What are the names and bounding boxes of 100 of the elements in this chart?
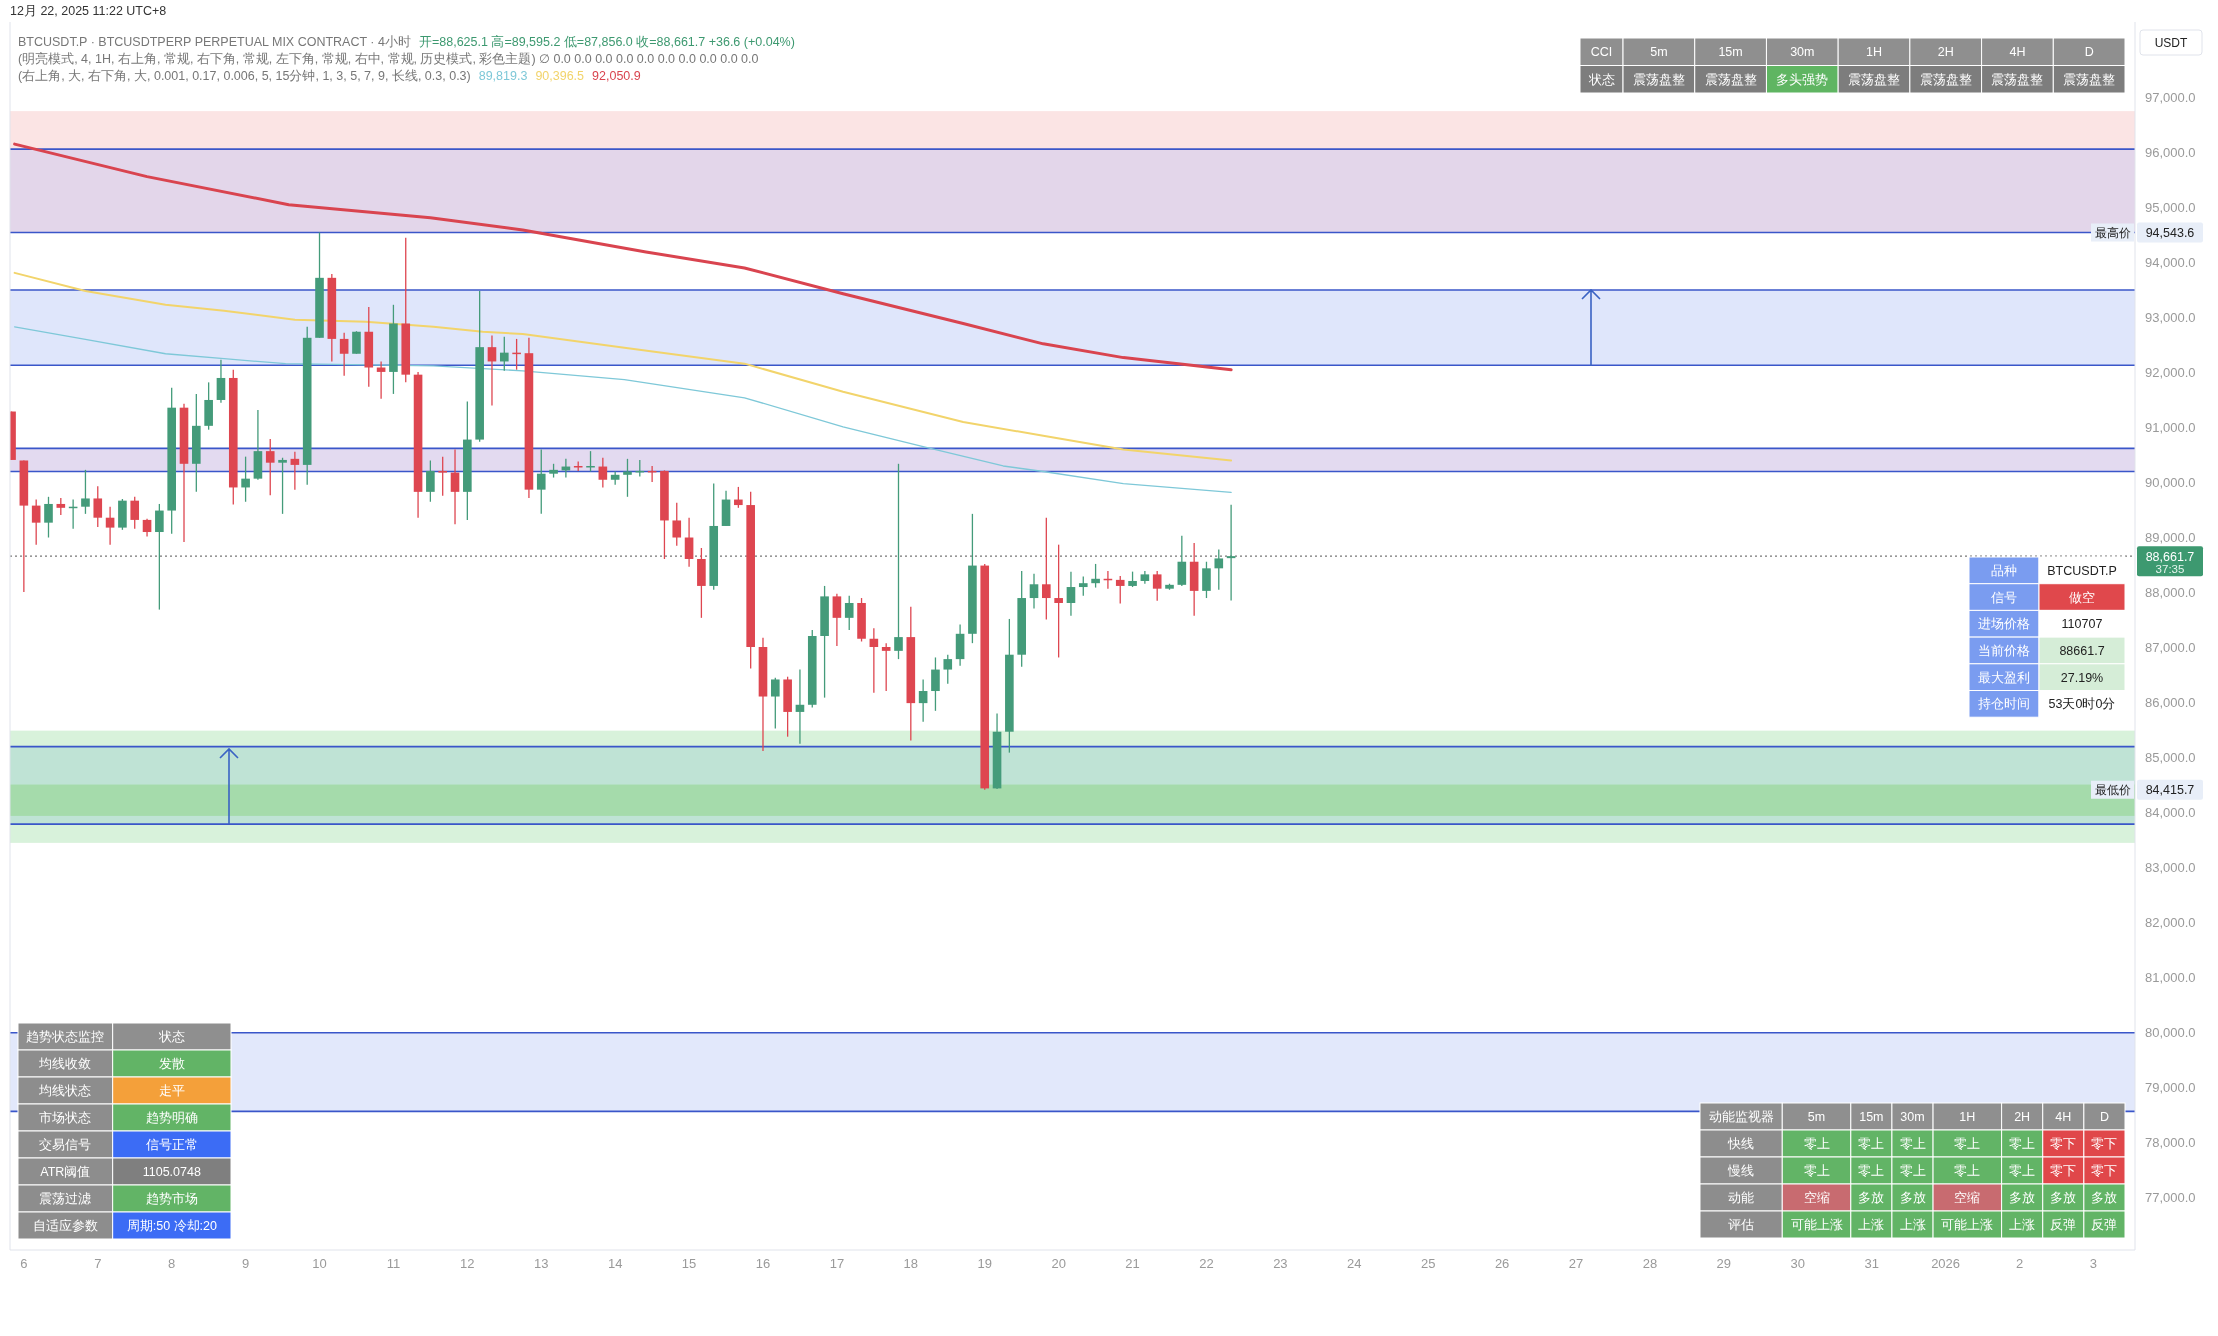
- x-tick-label: 8: [168, 1256, 176, 1271]
- x-tick-label: 27: [1568, 1256, 1584, 1271]
- x-tick-label: 19: [977, 1256, 992, 1271]
- candlestick: [881, 642, 891, 692]
- category-label: 评估: [1728, 1218, 1755, 1232]
- category-label: 快线: [1728, 1137, 1755, 1151]
- text: 趋势市场: [145, 1192, 198, 1206]
- category-label: 4H: [2009, 45, 2026, 60]
- y-tick-label: 94,543.6: [2145, 226, 2195, 241]
- y-tick-label: 88,000.0: [2145, 585, 2196, 601]
- candlestick: [598, 457, 608, 489]
- text: 做空: [2069, 590, 2095, 605]
- category-label: 信号: [1991, 590, 2017, 605]
- y-tick-label: 92,000.0: [2145, 364, 2196, 380]
- line-series: [13, 326, 1232, 494]
- y-tick-label: 97,000.0: [2145, 89, 2196, 105]
- candlestick: [672, 502, 682, 547]
- text: 53天0时0分: [2048, 697, 2116, 712]
- text: 反弹: [2091, 1218, 2118, 1232]
- category-label: 30m: [1900, 1110, 1925, 1124]
- category-label: 慢线: [1728, 1164, 1755, 1178]
- x-tick-label: 11: [386, 1256, 401, 1271]
- text: 发散: [158, 1057, 185, 1071]
- text: 零上: [1899, 1137, 1926, 1151]
- x-tick-label: 28: [1642, 1256, 1658, 1271]
- x-tick-label: 18: [903, 1256, 919, 1271]
- y-tick-label: 84,000.0: [2145, 805, 2196, 821]
- x-tick-label: 2: [2015, 1256, 2024, 1271]
- category-label: 2H: [1937, 45, 1954, 60]
- candlestick: [216, 359, 226, 404]
- x-tick-label: 2026: [1931, 1256, 1961, 1271]
- text: 37:35: [2155, 563, 2185, 576]
- candlestick: [1066, 570, 1076, 617]
- text: 多头强势: [1776, 72, 1829, 87]
- category-label: 动能: [1728, 1191, 1755, 1205]
- category-label: ATR阈值: [40, 1165, 91, 1179]
- text: 可能上涨: [1790, 1218, 1843, 1232]
- text: 可能上涨: [1941, 1218, 1994, 1232]
- text: 空缩: [1803, 1191, 1830, 1205]
- category-label: 当前价格: [1978, 643, 2030, 658]
- category-label: CCI: [1590, 45, 1613, 60]
- text: 震荡盘整: [1848, 72, 1901, 87]
- line-series: [13, 142, 1233, 372]
- candlestick: [241, 455, 250, 503]
- category-label: 震荡过滤: [39, 1192, 92, 1206]
- text: 震荡盘整: [1991, 72, 2044, 87]
- x-tick-label: 24: [1347, 1256, 1362, 1271]
- category-label: 市场状态: [39, 1111, 92, 1125]
- y-tick-label: 90,000.0: [2145, 475, 2196, 490]
- category-label: 自适应参数: [32, 1219, 98, 1233]
- category-label: 1H: [1866, 45, 1883, 60]
- text: 零上: [1803, 1137, 1830, 1151]
- category-label: 状态: [1588, 72, 1615, 87]
- text: 震荡盘整: [1704, 72, 1757, 87]
- candlestick: [81, 469, 90, 515]
- y-tick-label: 84,415.7: [2145, 783, 2195, 798]
- y-tick-label: 88,661.7: [2145, 549, 2195, 564]
- candlestick: [844, 595, 854, 631]
- text: 零上: [1954, 1164, 1981, 1178]
- text: 零上: [1954, 1137, 1981, 1151]
- candlestick: [1152, 570, 1162, 602]
- candlestick: [1078, 575, 1088, 597]
- category-label: 15m: [1859, 1110, 1884, 1124]
- category-label: 趋势状态监控: [26, 1030, 105, 1044]
- text: 周期:50 冷却:20: [126, 1219, 217, 1233]
- candlestick: [771, 677, 780, 730]
- text: 多放: [1899, 1191, 1926, 1205]
- x-tick-label: 14: [607, 1256, 623, 1271]
- category-label: 5m: [1650, 45, 1668, 60]
- candlestick: [734, 486, 743, 509]
- text: 110707: [2061, 617, 2103, 632]
- text: 多放: [2009, 1191, 2036, 1205]
- annotation: 89,819.3: [478, 69, 528, 83]
- x-tick-label: 17: [829, 1256, 845, 1271]
- category-label: D: [2099, 1110, 2109, 1124]
- candlestick: [623, 458, 632, 498]
- annotation: 最低价: [2095, 783, 2131, 798]
- candlestick: [450, 448, 460, 525]
- text: 零下: [2050, 1164, 2077, 1178]
- candlestick: [1226, 504, 1236, 602]
- x-tick-label: 26: [1494, 1256, 1510, 1271]
- text: 震荡盘整: [1632, 72, 1685, 87]
- text: 零上: [1803, 1164, 1830, 1178]
- text: BTCUSDT.P: [2047, 563, 2117, 578]
- y-tick-label: 78,000.0: [2145, 1135, 2196, 1151]
- x-tick-label: 10: [312, 1256, 327, 1271]
- candlestick: [1029, 573, 1039, 610]
- y-tick-label: 79,000.0: [2145, 1080, 2196, 1096]
- annotation: 开=88,625.1 高=89,595.2 低=87,856.0 收=88,661.7 +36.6 (+0.04%): [418, 34, 795, 49]
- text: 零下: [2091, 1137, 2118, 1151]
- candlestick: [684, 517, 694, 568]
- y-tick-label: 89,000.0: [2145, 530, 2196, 546]
- candlestick: [265, 438, 275, 496]
- line-series: [13, 271, 1233, 462]
- category-label: 1H: [1959, 1110, 1976, 1124]
- category-label: 交易信号: [39, 1138, 92, 1152]
- text: 走平: [158, 1084, 185, 1098]
- x-tick-label: 30: [1790, 1256, 1806, 1271]
- category-label: 5m: [1807, 1110, 1826, 1124]
- candlestick: [155, 503, 164, 611]
